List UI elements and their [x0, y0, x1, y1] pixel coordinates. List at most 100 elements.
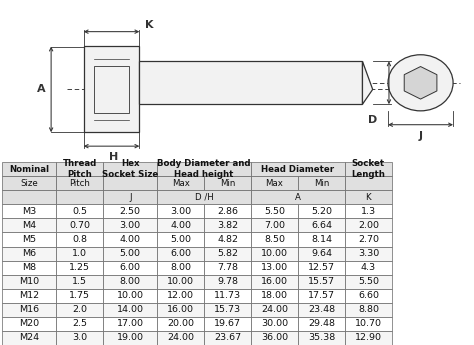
Text: 2.70: 2.70 — [358, 235, 379, 244]
Bar — [204, 260, 251, 275]
Text: H: H — [109, 152, 118, 162]
Bar — [298, 303, 345, 317]
Text: Min: Min — [314, 179, 329, 188]
Text: 1.25: 1.25 — [69, 263, 91, 272]
Bar — [157, 275, 204, 289]
Bar — [103, 247, 157, 260]
Bar — [103, 190, 157, 204]
Text: 5.50: 5.50 — [358, 277, 379, 286]
Bar — [94, 66, 129, 113]
Bar — [139, 61, 363, 104]
Text: 8.14: 8.14 — [311, 235, 332, 244]
Text: 7.78: 7.78 — [217, 263, 238, 272]
Bar — [345, 190, 392, 204]
Text: 4.00: 4.00 — [170, 221, 191, 230]
Bar — [345, 275, 392, 289]
Text: 6.00: 6.00 — [120, 263, 141, 272]
Bar — [2, 190, 56, 204]
Text: J: J — [129, 193, 131, 202]
Text: 19.67: 19.67 — [214, 319, 241, 328]
Text: Nominal: Nominal — [9, 165, 49, 174]
Text: 4.00: 4.00 — [120, 235, 141, 244]
Text: M6: M6 — [22, 249, 36, 258]
Bar — [56, 331, 103, 345]
Text: 3.00: 3.00 — [170, 207, 191, 216]
Bar — [251, 331, 298, 345]
Bar — [298, 317, 345, 331]
Bar — [103, 289, 157, 303]
Bar — [56, 247, 103, 260]
Text: 11.73: 11.73 — [214, 291, 241, 300]
Text: Max: Max — [172, 179, 190, 188]
Text: 8.00: 8.00 — [120, 277, 141, 286]
Bar — [157, 303, 204, 317]
Text: 8.00: 8.00 — [170, 263, 191, 272]
Bar — [204, 176, 251, 190]
Bar — [56, 176, 103, 190]
Text: A: A — [37, 85, 46, 95]
Text: K: K — [145, 20, 154, 30]
Bar — [2, 303, 56, 317]
Text: M10: M10 — [19, 277, 39, 286]
Text: 2.00: 2.00 — [358, 221, 379, 230]
Text: Thread
Pitch: Thread Pitch — [63, 159, 97, 179]
Bar — [204, 247, 251, 260]
Bar — [345, 303, 392, 317]
Bar — [157, 331, 204, 345]
Text: D /H: D /H — [195, 193, 213, 202]
Bar — [2, 233, 56, 247]
Bar — [56, 218, 103, 233]
Text: 2.0: 2.0 — [73, 305, 87, 314]
Text: 5.00: 5.00 — [170, 235, 191, 244]
Bar — [83, 47, 139, 132]
Bar — [251, 176, 298, 190]
Bar — [103, 162, 157, 176]
Text: 17.57: 17.57 — [308, 291, 335, 300]
Bar — [251, 303, 298, 317]
Bar — [298, 218, 345, 233]
Bar — [103, 317, 157, 331]
Bar — [345, 260, 392, 275]
Bar — [298, 247, 345, 260]
Text: 16.00: 16.00 — [167, 305, 194, 314]
Bar — [103, 204, 157, 218]
Text: 5.20: 5.20 — [311, 207, 332, 216]
Text: 5.50: 5.50 — [264, 207, 285, 216]
Text: 1.5: 1.5 — [73, 277, 87, 286]
Text: 9.78: 9.78 — [217, 277, 238, 286]
Text: 4.82: 4.82 — [217, 235, 238, 244]
Bar — [157, 190, 251, 204]
Text: 0.8: 0.8 — [73, 235, 87, 244]
Bar — [103, 275, 157, 289]
Bar — [103, 303, 157, 317]
Bar — [103, 331, 157, 345]
Text: 15.73: 15.73 — [214, 305, 241, 314]
Text: M20: M20 — [19, 319, 39, 328]
Text: Body Diameter and
Head height: Body Diameter and Head height — [157, 159, 251, 179]
Text: 3.30: 3.30 — [358, 249, 379, 258]
Text: 2.5: 2.5 — [73, 319, 87, 328]
Text: 0.5: 0.5 — [73, 207, 87, 216]
Polygon shape — [363, 61, 373, 104]
Bar — [157, 247, 204, 260]
Bar — [103, 233, 157, 247]
Bar — [298, 289, 345, 303]
Bar — [2, 275, 56, 289]
Bar — [56, 233, 103, 247]
Text: J: J — [419, 131, 422, 141]
Bar — [2, 317, 56, 331]
Bar — [204, 233, 251, 247]
Text: 23.67: 23.67 — [214, 334, 241, 343]
Text: Min: Min — [220, 179, 235, 188]
Bar — [2, 260, 56, 275]
Polygon shape — [404, 67, 437, 99]
Text: 3.00: 3.00 — [119, 221, 141, 230]
Bar — [157, 204, 204, 218]
Text: 24.00: 24.00 — [167, 334, 194, 343]
Bar — [251, 218, 298, 233]
Bar — [204, 204, 251, 218]
Bar — [251, 233, 298, 247]
Bar — [251, 275, 298, 289]
Bar — [345, 317, 392, 331]
Text: D: D — [368, 115, 377, 125]
